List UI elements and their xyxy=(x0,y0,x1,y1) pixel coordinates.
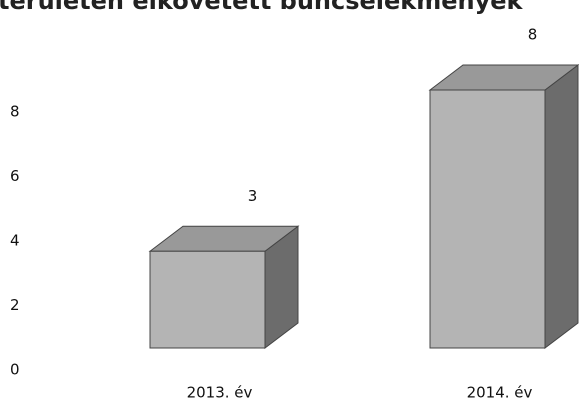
y-tick-label: 2 xyxy=(10,296,20,314)
y-tick-label: 0 xyxy=(10,361,20,379)
value-label: 3 xyxy=(248,187,258,205)
y-tick-label: 6 xyxy=(10,167,20,185)
value-label: 8 xyxy=(528,26,538,44)
bar xyxy=(149,250,266,349)
y-tick-label: 4 xyxy=(10,232,20,250)
bar-side xyxy=(544,63,579,350)
y-tick-label: 8 xyxy=(10,103,20,121)
x-tick-label: 2014. év xyxy=(467,384,533,402)
chart-title: területen elkövetett bűncselekmények xyxy=(0,0,524,15)
bar xyxy=(429,89,546,349)
x-tick-label: 2013. év xyxy=(187,384,253,402)
